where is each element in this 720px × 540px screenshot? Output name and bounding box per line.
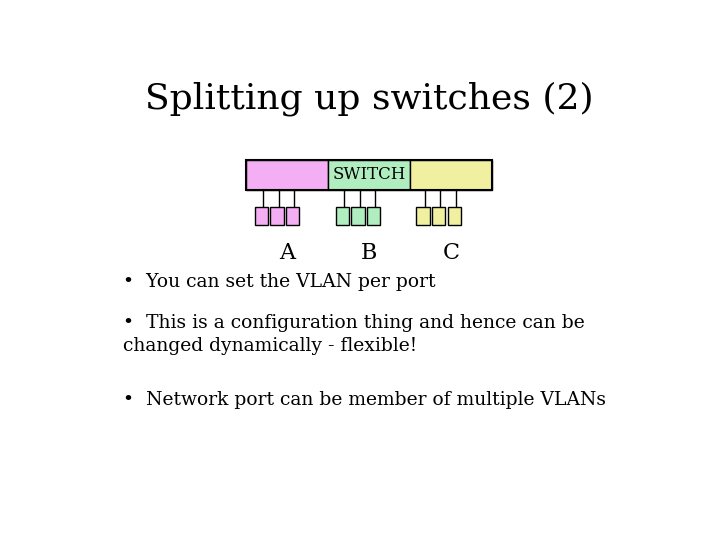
Bar: [336, 207, 349, 225]
Bar: [246, 160, 492, 190]
Bar: [432, 207, 446, 225]
Text: Splitting up switches (2): Splitting up switches (2): [145, 82, 593, 116]
Bar: [351, 207, 364, 225]
Bar: [255, 207, 268, 225]
Bar: [366, 207, 380, 225]
Text: •  Network port can be member of multiple VLANs: • Network port can be member of multiple…: [124, 391, 606, 409]
Bar: [270, 207, 284, 225]
Bar: [246, 160, 328, 190]
Bar: [328, 160, 410, 190]
Text: •  This is a configuration thing and hence can be
changed dynamically - flexible: • This is a configuration thing and henc…: [124, 314, 585, 355]
Bar: [410, 160, 492, 190]
Bar: [416, 207, 430, 225]
Bar: [448, 207, 461, 225]
Text: A: A: [279, 241, 295, 264]
Text: SWITCH: SWITCH: [333, 166, 405, 184]
Text: •  You can set the VLAN per port: • You can set the VLAN per port: [124, 273, 436, 291]
Text: B: B: [361, 241, 377, 264]
Text: C: C: [443, 241, 459, 264]
Bar: [286, 207, 300, 225]
